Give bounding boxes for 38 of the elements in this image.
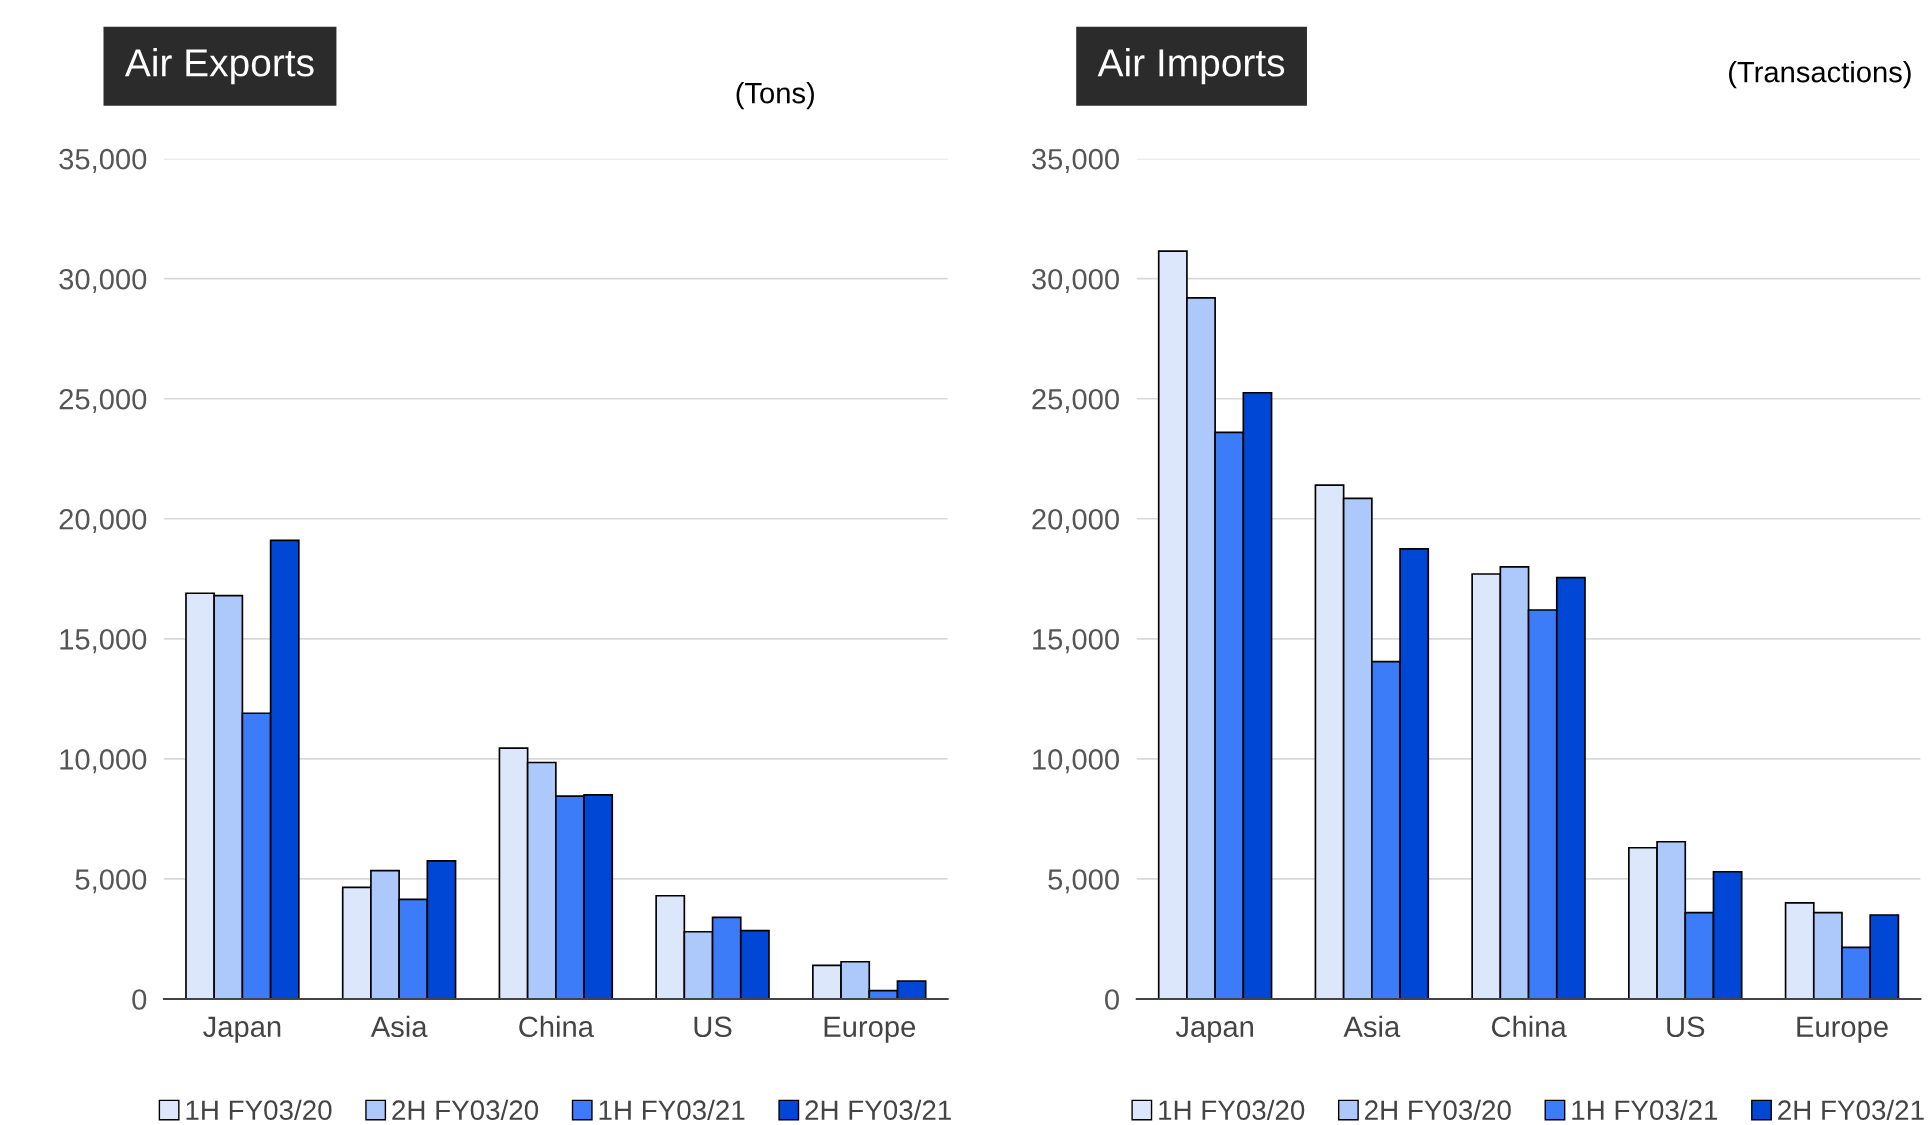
x-tick-label: US: [694, 1016, 732, 1038]
y-tick-label: 10,000: [1033, 749, 1119, 774]
y-tick-label: 25,000: [59, 388, 147, 414]
y-tick-label: 5,000: [1048, 869, 1119, 894]
legend-label: 2H FY03/21: [1778, 1099, 1924, 1121]
y-tick-label: 25,000: [1032, 388, 1119, 414]
x-tick-label: Asia: [1343, 1015, 1401, 1038]
y-tick-label: 20,000: [59, 508, 147, 534]
y-tick-label: 30,000: [59, 268, 147, 293]
legend-label: 1H FY03/20: [1159, 1099, 1305, 1121]
legend-label: 1H FY03/20: [186, 1099, 332, 1121]
legend-label: 2H FY03/20: [1365, 1099, 1511, 1121]
legend-label: 1H FY03/21: [599, 1099, 745, 1121]
y-tick-label: 20,000: [1032, 508, 1119, 534]
y-tick-label: 10,000: [60, 749, 147, 774]
x-tick-label: Japan: [1175, 1016, 1253, 1043]
x-tick-label: Europe: [1797, 1016, 1888, 1043]
chart-title: Air Exports: [124, 48, 314, 85]
y-tick-label: 35,000: [1032, 148, 1119, 173]
x-tick-label: China: [519, 1015, 594, 1038]
x-tick-label: Europe: [824, 1016, 916, 1043]
y-tick-label: 30,000: [1032, 268, 1119, 293]
x-tick-label: US: [1667, 1016, 1705, 1038]
y-tick-label: 5,000: [75, 869, 147, 894]
legend-label: 2H FY03/20: [392, 1099, 539, 1121]
y-tick-label: 15,000: [60, 629, 147, 654]
y-tick-label: 35,000: [59, 148, 147, 173]
y-tick-label: 0: [132, 989, 147, 1010]
text: (Tons): [736, 82, 814, 110]
chart-title: Air Imports: [1097, 48, 1285, 85]
x-tick-label: China: [1491, 1015, 1567, 1038]
x-tick-label: Japan: [203, 1016, 281, 1043]
text: (Transactions): [1729, 60, 1911, 89]
legend-label: 2H FY03/21: [805, 1099, 951, 1121]
legend-label: 1H FY03/21: [1572, 1099, 1718, 1121]
x-tick-label: Asia: [370, 1015, 428, 1038]
y-tick-label: 0: [1105, 989, 1119, 1010]
y-tick-label: 15,000: [1033, 629, 1119, 654]
